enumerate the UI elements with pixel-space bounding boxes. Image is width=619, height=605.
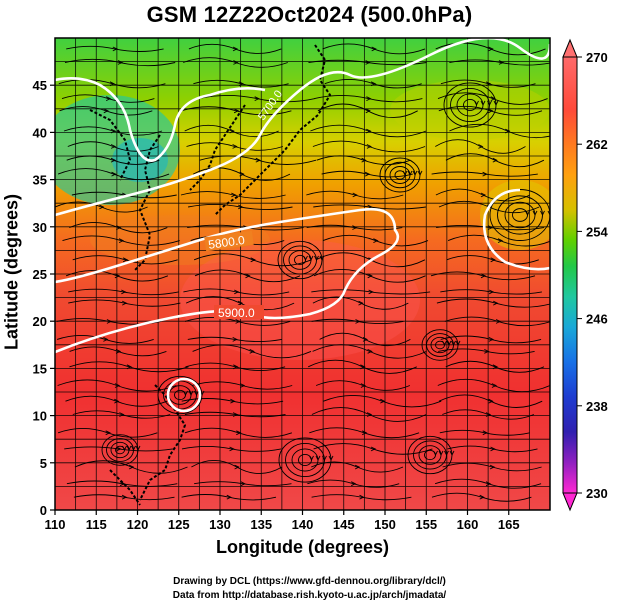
y-tick-label: 15 xyxy=(33,361,47,376)
colorbar-bottom-arrow xyxy=(562,492,578,512)
x-tick-label: 140 xyxy=(292,517,314,532)
colorbar-scale xyxy=(562,56,578,494)
contour-label-5800: 5800.0 xyxy=(207,233,246,252)
y-tick-label: 5 xyxy=(40,456,47,471)
x-tick-label: 155 xyxy=(415,517,437,532)
colorbar: 270 262 254 246 238 230 xyxy=(562,38,608,512)
colorbar-tick-label: 230 xyxy=(586,486,608,501)
colorbar-tick-label: 238 xyxy=(586,399,608,414)
x-axis-label: Longitude (degrees) xyxy=(215,537,389,557)
x-axis-ticks: 110 115 120 125 130 135 140 145 150 155 160 165 xyxy=(45,510,520,532)
y-axis-label: Latitude (degrees) xyxy=(1,193,22,351)
credit-data-source: Data from http://database.rish.kyoto-u.a… xyxy=(172,590,447,601)
x-tick-label: 150 xyxy=(374,517,396,532)
contour-label-5900: 5900.0 xyxy=(218,306,255,320)
y-tick-label: 20 xyxy=(33,314,47,329)
colorbar-tick-label: 262 xyxy=(586,137,608,152)
x-tick-label: 145 xyxy=(333,517,355,532)
colorbar-top-arrow xyxy=(562,38,578,58)
x-tick-label: 160 xyxy=(457,517,479,532)
x-tick-label: 135 xyxy=(250,517,272,532)
y-tick-label: 25 xyxy=(33,267,47,282)
x-tick-label: 110 xyxy=(45,517,66,532)
x-tick-label: 120 xyxy=(127,517,149,532)
colorbar-tick-label: 270 xyxy=(586,50,608,65)
y-axis-ticks: 0 5 10 15 20 25 30 35 40 45 xyxy=(33,78,55,518)
y-tick-label: 0 xyxy=(40,503,47,518)
colorbar-tick-label: 246 xyxy=(586,312,608,327)
x-tick-label: 165 xyxy=(498,517,520,532)
contour-labels: 5900.0 5800.0 5700.0 xyxy=(204,88,285,320)
x-tick-label: 125 xyxy=(168,517,190,532)
y-tick-label: 40 xyxy=(33,125,47,140)
y-tick-label: 35 xyxy=(33,173,47,188)
map-title: GSM 12Z22Oct2024 (500.0hPa) xyxy=(146,2,473,27)
y-tick-label: 30 xyxy=(33,220,47,235)
colorbar-tick-label: 254 xyxy=(586,224,608,239)
y-tick-label: 45 xyxy=(33,78,47,93)
lat-lon-grid xyxy=(55,38,550,510)
x-tick-label: 115 xyxy=(86,517,107,532)
x-tick-label: 130 xyxy=(209,517,231,532)
credit-dcl: Drawing by DCL (https://www.gfd-dennou.o… xyxy=(173,576,446,587)
y-tick-label: 10 xyxy=(33,409,47,424)
